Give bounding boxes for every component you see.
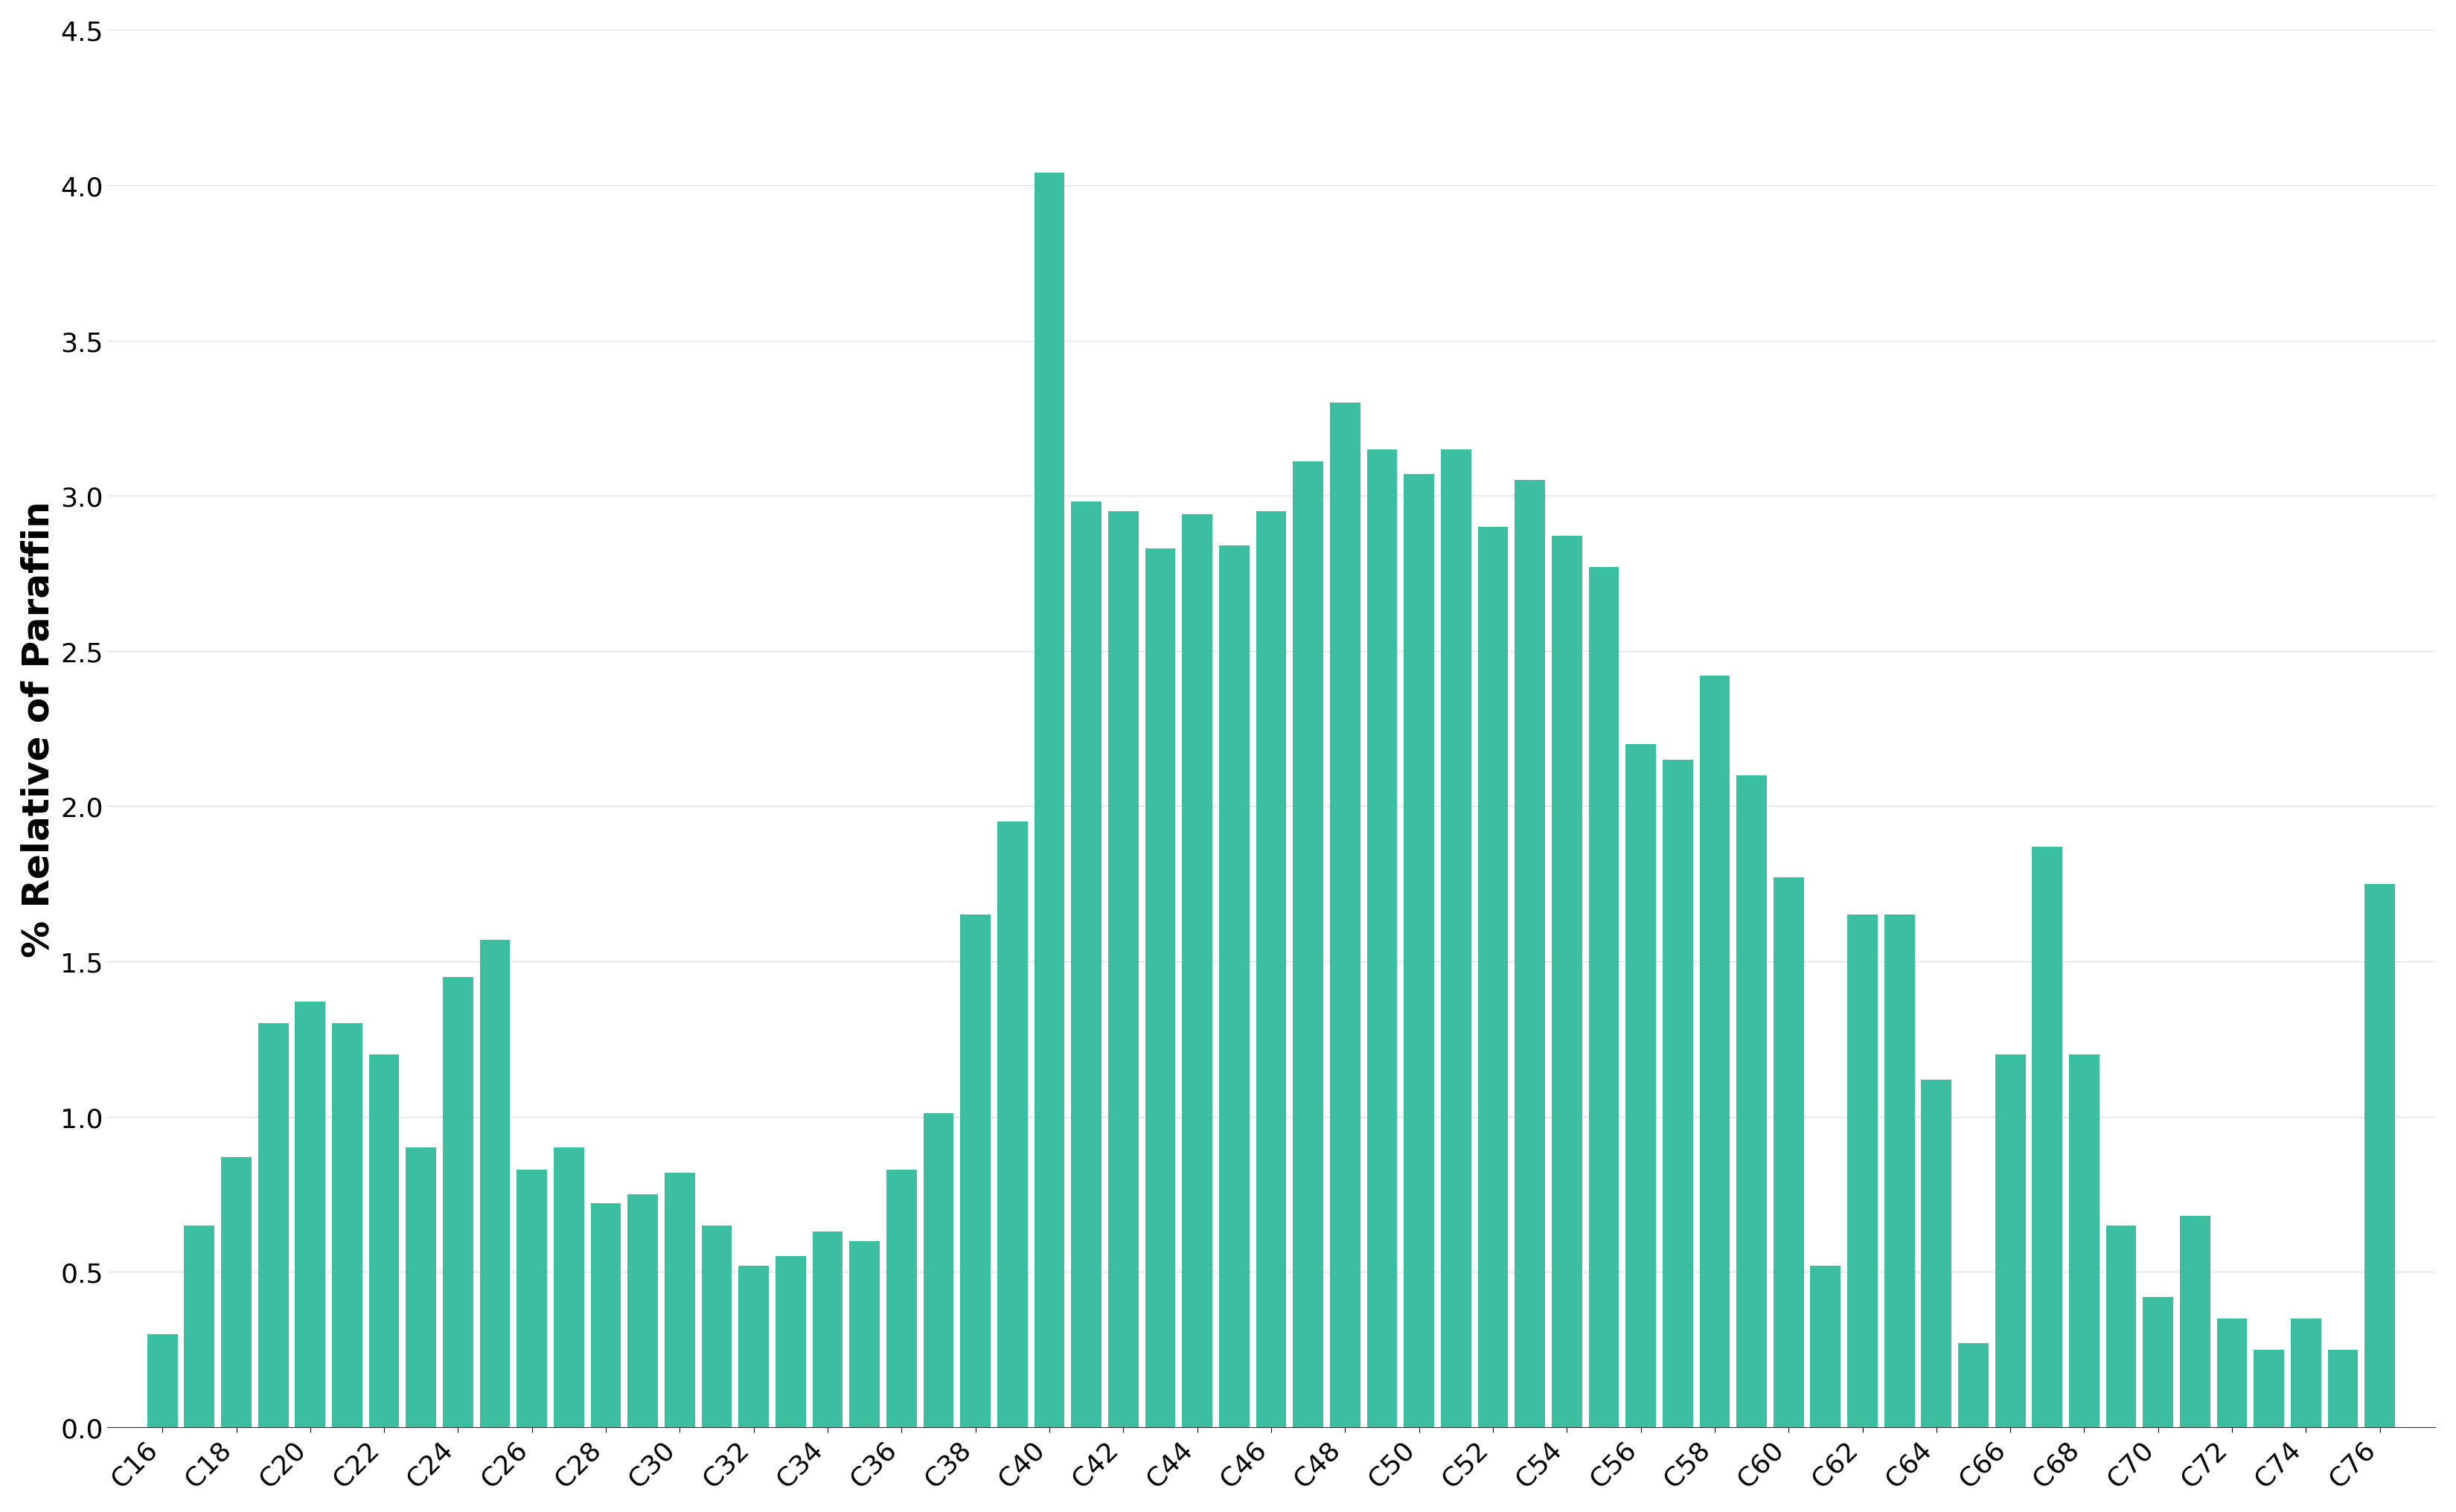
- Bar: [553, 1148, 585, 1427]
- Bar: [997, 823, 1027, 1427]
- Bar: [923, 1114, 953, 1427]
- Bar: [332, 1024, 363, 1427]
- Bar: [850, 1241, 879, 1427]
- Bar: [1034, 174, 1063, 1427]
- Bar: [295, 1002, 324, 1427]
- Bar: [1071, 502, 1100, 1427]
- Bar: [1255, 511, 1287, 1427]
- Bar: [1921, 1080, 1953, 1427]
- Bar: [1957, 1343, 1989, 1427]
- Bar: [221, 1157, 251, 1427]
- Bar: [1736, 776, 1766, 1427]
- Bar: [1810, 1266, 1840, 1427]
- Bar: [813, 1232, 842, 1427]
- Bar: [258, 1024, 287, 1427]
- Bar: [1292, 463, 1324, 1427]
- Bar: [479, 940, 511, 1427]
- Bar: [887, 1170, 916, 1427]
- Bar: [2107, 1225, 2137, 1427]
- Bar: [2291, 1318, 2321, 1427]
- Bar: [739, 1266, 769, 1427]
- Bar: [1218, 546, 1250, 1427]
- Bar: [1773, 878, 1803, 1427]
- Bar: [1479, 528, 1508, 1427]
- Bar: [666, 1173, 695, 1427]
- Bar: [592, 1204, 621, 1427]
- Bar: [1552, 537, 1582, 1427]
- Bar: [1181, 514, 1213, 1427]
- Bar: [1368, 449, 1397, 1427]
- Bar: [2068, 1055, 2100, 1427]
- Bar: [960, 915, 990, 1427]
- Bar: [1626, 744, 1655, 1427]
- Bar: [629, 1194, 658, 1427]
- Bar: [1884, 915, 1916, 1427]
- Bar: [1442, 449, 1471, 1427]
- Bar: [2218, 1318, 2247, 1427]
- Bar: [368, 1055, 400, 1427]
- Bar: [516, 1170, 548, 1427]
- Bar: [1329, 404, 1361, 1427]
- Bar: [1515, 481, 1545, 1427]
- Bar: [2255, 1350, 2284, 1427]
- Bar: [405, 1148, 437, 1427]
- Bar: [2031, 847, 2063, 1427]
- Bar: [1405, 475, 1434, 1427]
- Bar: [1700, 676, 1729, 1427]
- Bar: [184, 1225, 214, 1427]
- Bar: [702, 1225, 732, 1427]
- Bar: [442, 977, 474, 1427]
- Bar: [776, 1256, 806, 1427]
- Bar: [2144, 1297, 2174, 1427]
- Bar: [1589, 567, 1619, 1427]
- Bar: [1144, 549, 1176, 1427]
- Bar: [147, 1334, 177, 1427]
- Bar: [1994, 1055, 2026, 1427]
- Bar: [2181, 1216, 2210, 1427]
- Bar: [1663, 761, 1692, 1427]
- Bar: [1847, 915, 1879, 1427]
- Y-axis label: % Relative of Paraffin: % Relative of Paraffin: [20, 500, 56, 957]
- Bar: [2328, 1350, 2358, 1427]
- Bar: [1108, 511, 1140, 1427]
- Bar: [2365, 885, 2395, 1427]
